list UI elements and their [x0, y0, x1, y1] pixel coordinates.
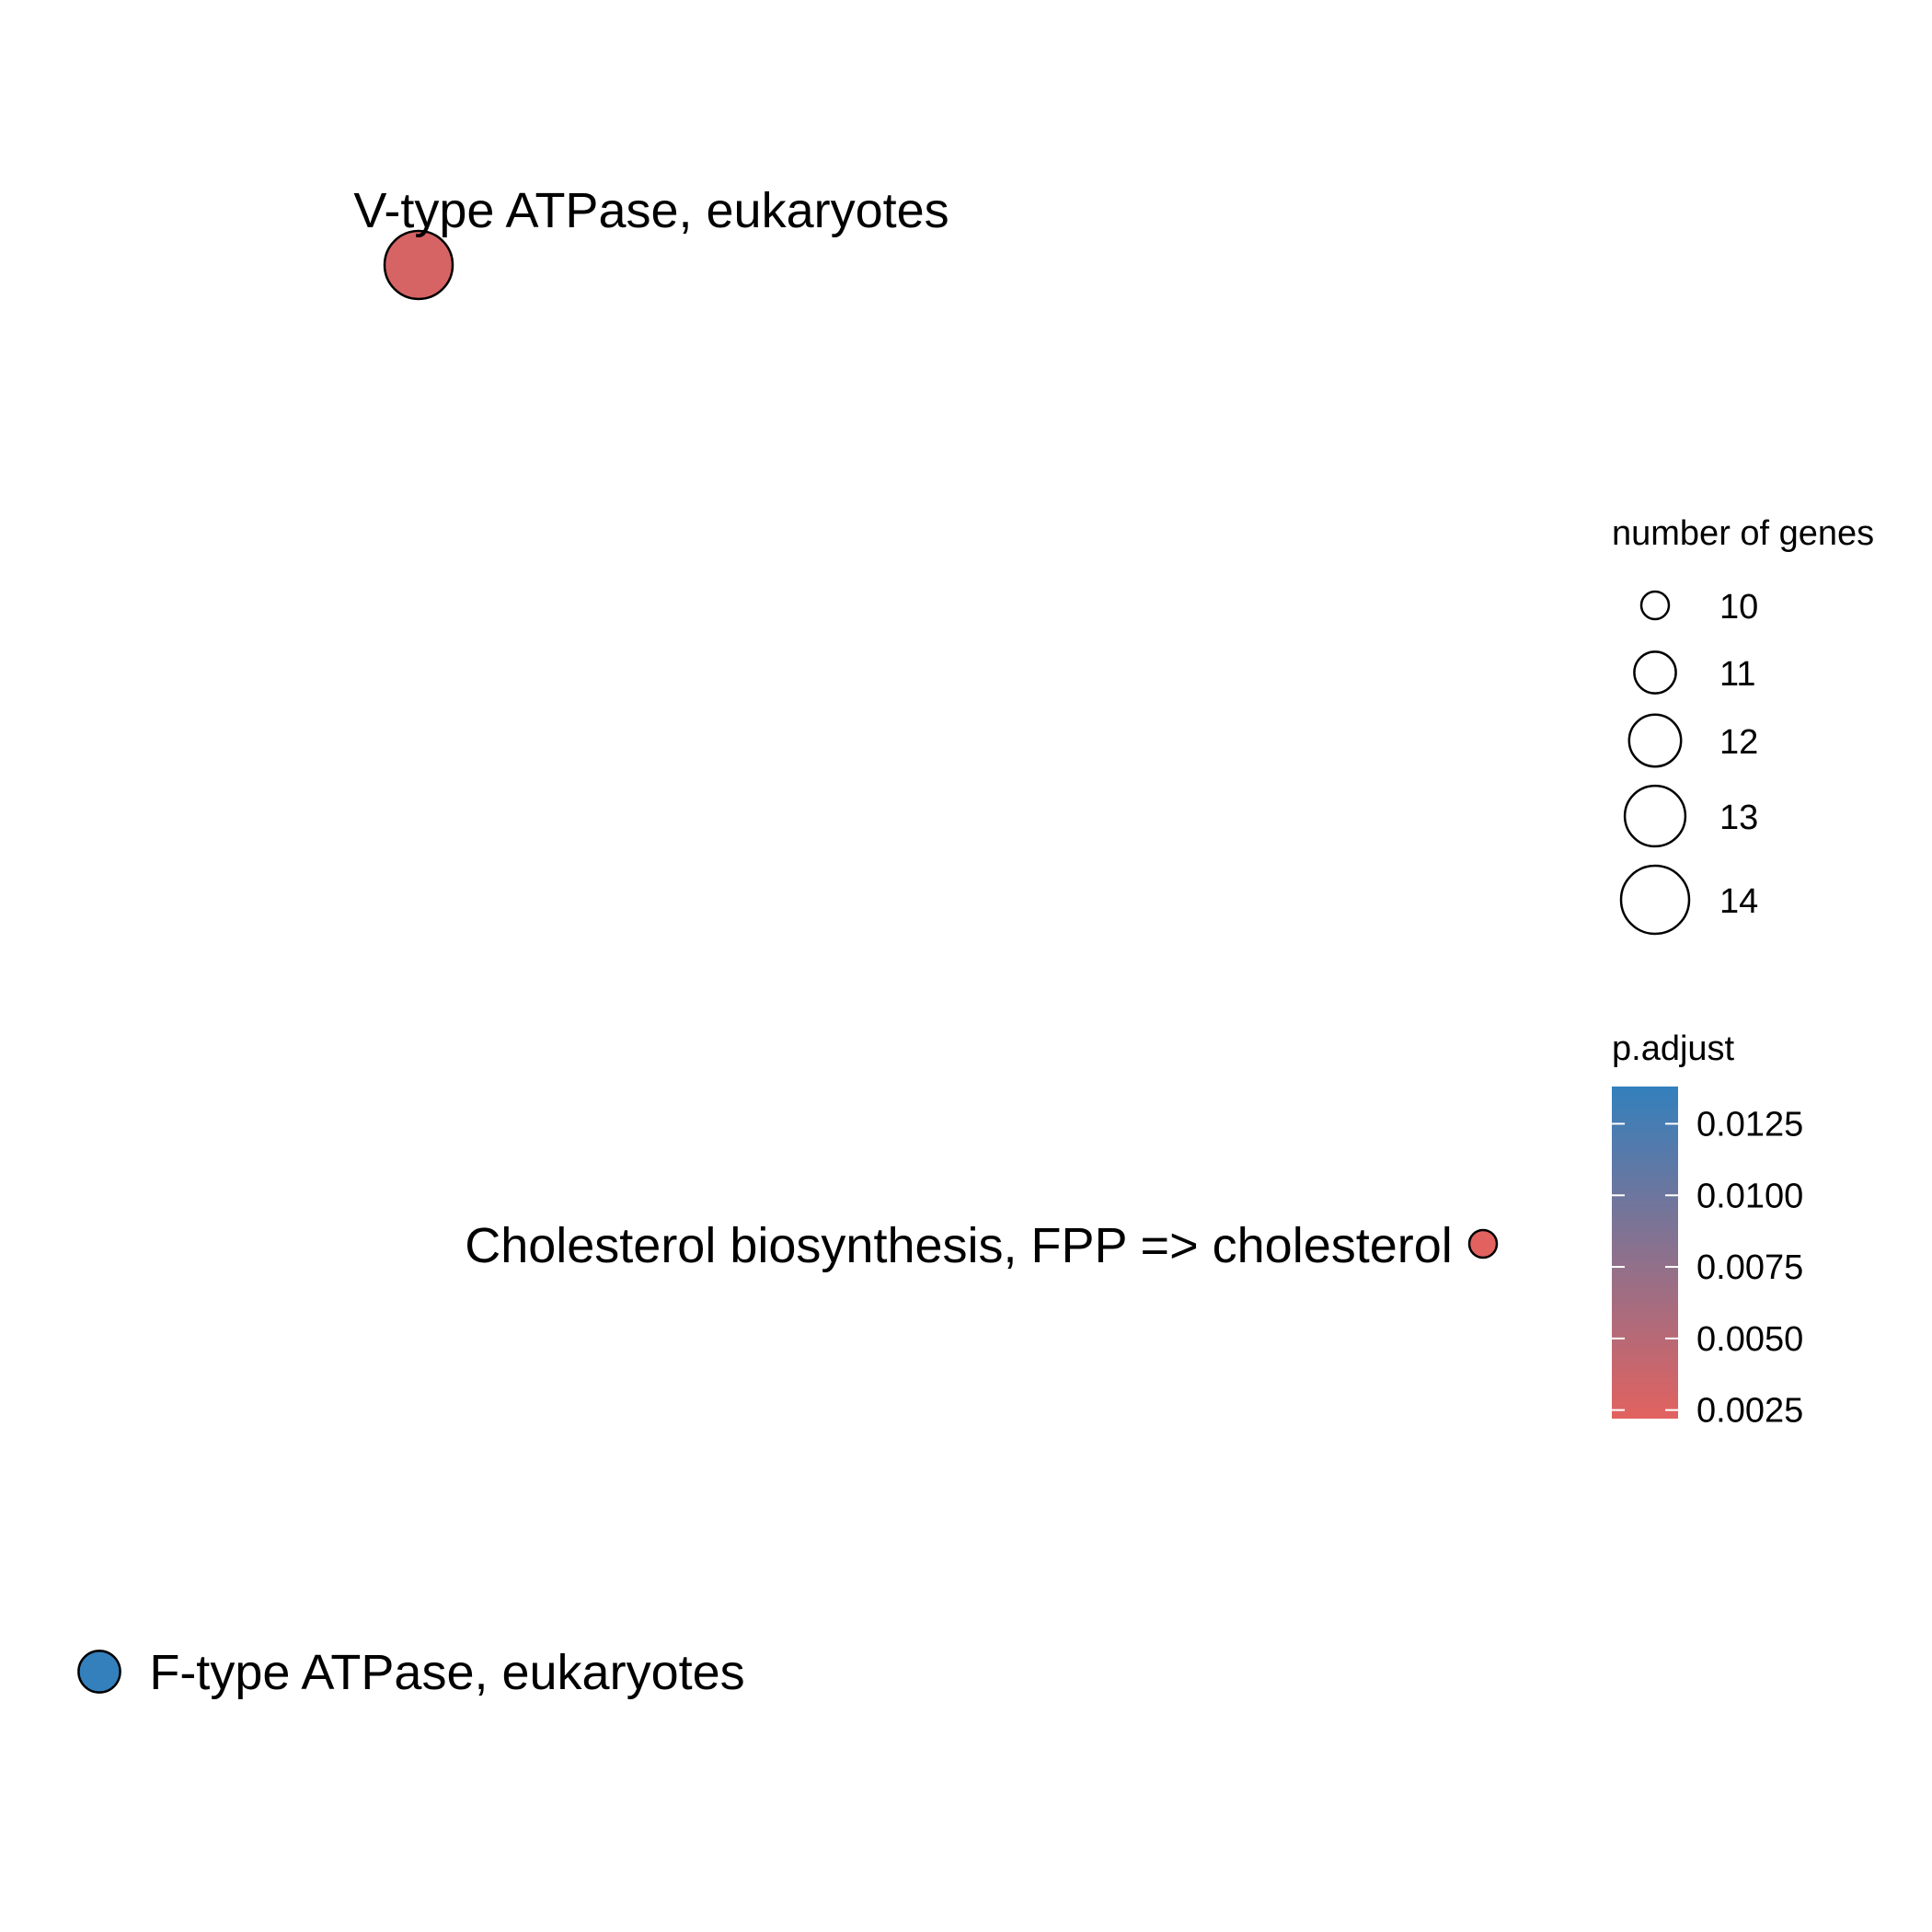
color-legend-label: 0.0050 [1696, 1320, 1803, 1359]
node-point[interactable] [1467, 1228, 1499, 1259]
size-legend-label: 12 [1719, 723, 1758, 762]
size-legend: number of genes 10 11 12 13 14 [1612, 514, 1874, 936]
node-f-type-atpase[interactable]: F-type ATPase, eukaryotes [77, 1645, 745, 1700]
node-label: V-type ATPase, eukaryotes [353, 183, 949, 238]
node-v-type-atpase[interactable]: V-type ATPase, eukaryotes [353, 183, 949, 301]
size-legend-circle [1633, 650, 1677, 695]
size-legend-key: 13 [1623, 784, 1758, 848]
size-legend-title: number of genes [1612, 514, 1874, 553]
color-legend-label: 0.0075 [1696, 1248, 1803, 1287]
size-legend-circle [1623, 784, 1687, 848]
size-legend-circle [1639, 590, 1671, 621]
size-legend-key: 10 [1639, 588, 1758, 627]
size-legend-label: 13 [1719, 799, 1758, 837]
size-legend-key: 11 [1633, 650, 1755, 695]
plot-panel: V-type ATPase, eukaryotes Cholesterol bi… [77, 183, 1499, 1700]
node-cholesterol-biosynthesis[interactable]: Cholesterol biosynthesis, FPP => cholest… [465, 1218, 1499, 1273]
node-label: F-type ATPase, eukaryotes [149, 1645, 744, 1700]
size-legend-circle [1619, 864, 1691, 936]
size-legend-label: 14 [1719, 882, 1758, 921]
color-legend-label: 0.0125 [1696, 1105, 1803, 1144]
node-point[interactable] [383, 229, 454, 301]
color-legend-bar [1612, 1087, 1678, 1419]
color-legend-title: p.adjust [1612, 1029, 1735, 1068]
size-legend-key: 14 [1619, 864, 1758, 936]
node-point[interactable] [77, 1650, 121, 1694]
color-legend-ticks: 0.0125 0.0100 0.0075 0.0050 0.0025 [1612, 1105, 1803, 1431]
color-legend: p.adjust 0.0125 0.0100 0.0075 0.0050 0.0025 [1612, 1029, 1803, 1431]
color-legend-label: 0.0100 [1696, 1177, 1803, 1215]
node-label: Cholesterol biosynthesis, FPP => cholest… [465, 1218, 1453, 1273]
size-legend-label: 11 [1719, 655, 1755, 694]
size-legend-circle [1627, 713, 1683, 768]
size-legend-label: 10 [1719, 588, 1758, 627]
color-legend-label: 0.0025 [1696, 1392, 1803, 1431]
size-legend-key: 12 [1627, 713, 1758, 768]
